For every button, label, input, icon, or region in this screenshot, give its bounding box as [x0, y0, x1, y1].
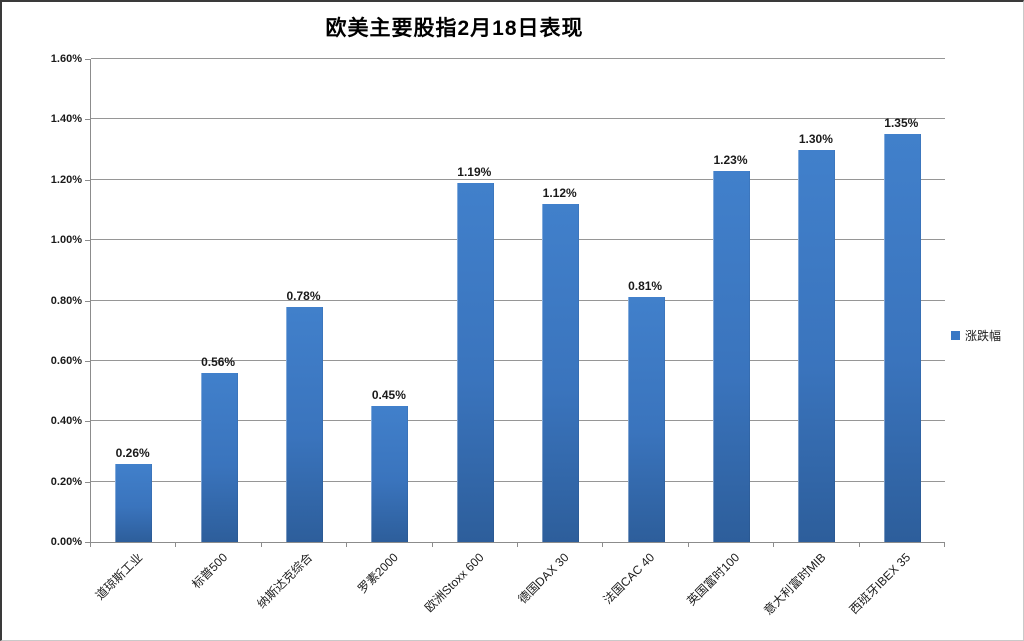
x-axis-category-label: 罗素2000	[355, 550, 402, 597]
gridline	[91, 178, 945, 180]
y-axis-tick-label: 0.80%	[50, 294, 82, 307]
bar-value-label: 0.81%	[628, 279, 663, 294]
bar-value-label: 0.78%	[286, 288, 321, 303]
bar	[883, 134, 921, 542]
x-axis-tick-mark	[260, 543, 262, 547]
x-axis-tick-mark	[431, 543, 433, 547]
y-axis-tick-label: 1.60%	[50, 53, 82, 65]
chart-title: 欧美主要股指2月18日表现	[325, 17, 584, 40]
bar-value-label: 0.56%	[201, 354, 236, 369]
x-axis-tick-mark	[602, 543, 604, 547]
x-axis-tick-mark	[175, 543, 177, 547]
bar-value-label: 0.26%	[115, 445, 150, 460]
bar	[542, 203, 580, 542]
gridline	[91, 239, 945, 241]
x-axis-tick-mark	[773, 543, 775, 547]
gridline	[91, 299, 945, 301]
x-axis-tick-mark	[346, 543, 348, 547]
bar	[115, 463, 153, 542]
x-axis-category-label: 欧洲Stoxx 600	[421, 550, 487, 615]
y-axis-tick-mark	[85, 240, 90, 242]
x-axis-category-label: 西班牙IBEX 35	[847, 550, 914, 617]
y-axis-tick-label: 0.60%	[50, 354, 82, 367]
x-axis-category-label: 德国DAX 30	[515, 550, 572, 607]
bar	[713, 170, 750, 542]
y-axis-tick-label: 1.20%	[50, 173, 82, 186]
x-axis-tick-mark	[858, 543, 860, 547]
bar	[371, 406, 409, 542]
legend: 涨跌幅	[951, 327, 1001, 344]
gridline	[91, 359, 945, 361]
bar	[286, 306, 323, 542]
y-axis-tick-label: 1.40%	[50, 113, 82, 126]
x-axis-category-label: 英国富时100	[684, 550, 743, 609]
x-axis-tick-mark	[944, 543, 945, 547]
bar-value-label: 1.23%	[713, 152, 748, 167]
bar-value-label: 1.30%	[798, 131, 833, 146]
bar-value-label: 1.19%	[457, 164, 492, 179]
y-axis-tick-label: 1.00%	[50, 234, 82, 247]
y-axis-tick-mark	[85, 421, 90, 423]
gridline	[91, 480, 945, 482]
y-axis-tick-mark	[85, 59, 90, 60]
x-axis-category-label: 意大利富时MIB	[760, 550, 829, 618]
y-axis-tick-mark	[85, 179, 90, 181]
x-axis-category-label: 标普500	[189, 550, 231, 592]
gridline	[91, 420, 945, 422]
legend-label: 涨跌幅	[965, 329, 1002, 343]
gridline	[91, 58, 945, 59]
bar-value-label: 0.45%	[371, 388, 406, 403]
x-axis-category-label: 纳斯达克综合	[254, 550, 316, 612]
bar-value-label: 1.12%	[542, 185, 577, 200]
y-axis-tick-mark	[85, 542, 90, 543]
bar	[456, 182, 494, 542]
x-axis-tick-mark	[517, 543, 518, 547]
y-axis-tick-mark	[85, 360, 90, 362]
bar	[200, 372, 238, 542]
x-axis-category-label: 法国CAC 40	[600, 550, 658, 607]
y-axis-tick-mark	[85, 300, 90, 302]
y-axis-tick-label: 0.00%	[50, 536, 82, 548]
y-axis-tick-mark	[85, 119, 90, 121]
gridline	[91, 118, 945, 120]
y-axis-tick-mark	[85, 481, 90, 483]
bar	[627, 297, 665, 542]
bar-value-label: 1.35%	[884, 116, 919, 131]
bar	[798, 149, 836, 542]
plot-area	[90, 58, 945, 543]
x-axis-tick-mark	[90, 543, 91, 547]
x-axis-category-label: 道琼斯工业	[92, 550, 145, 603]
y-axis-tick-label: 0.40%	[50, 415, 82, 428]
y-axis-tick-label: 0.20%	[50, 475, 82, 488]
legend-swatch-icon	[951, 331, 960, 340]
x-axis-tick-mark	[687, 543, 689, 547]
